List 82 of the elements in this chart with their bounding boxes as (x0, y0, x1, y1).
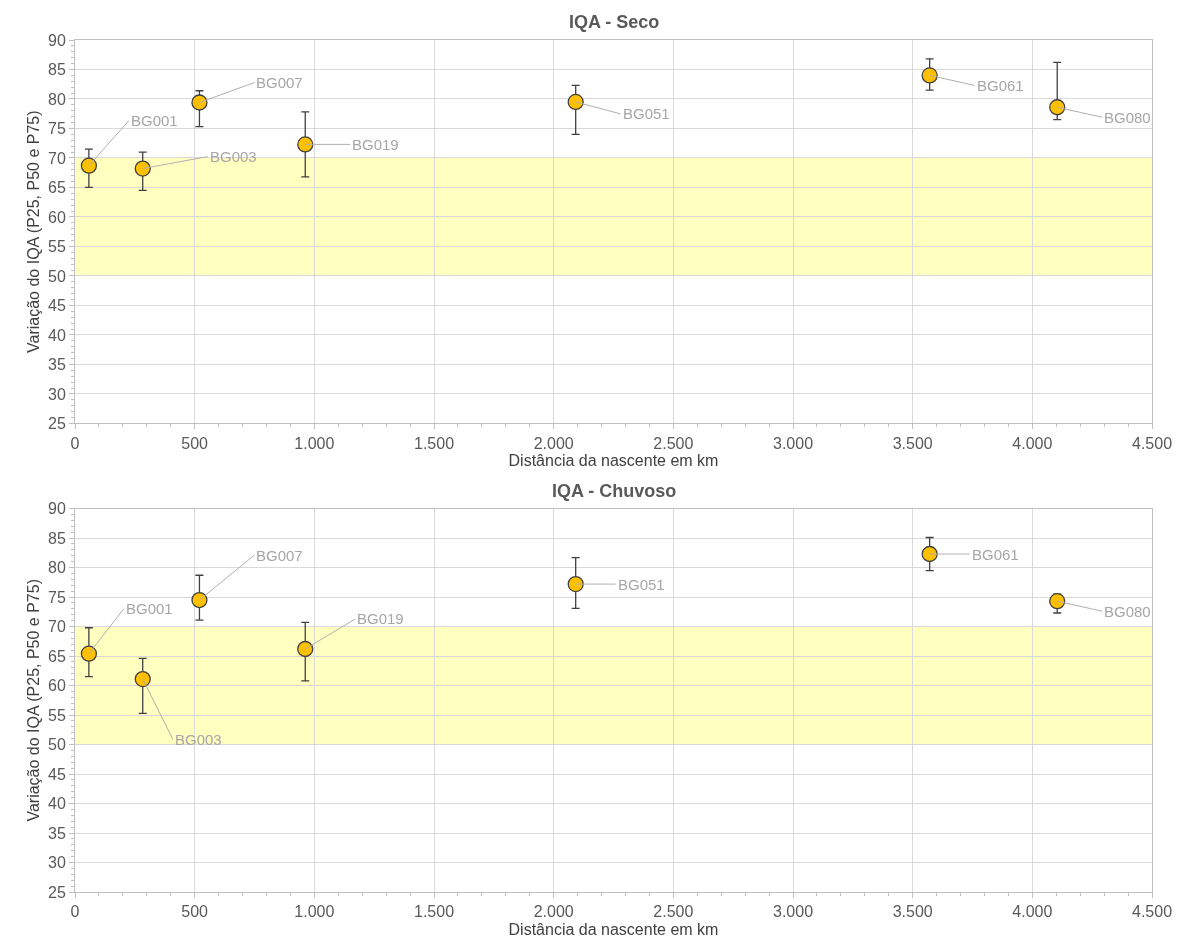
y-tick-label: 85 (48, 61, 66, 79)
point (567, 93, 584, 111)
point (921, 67, 938, 84)
x-tick-label: 2.500 (653, 434, 694, 452)
point (134, 160, 151, 177)
y-tick-label: 55 (48, 706, 66, 724)
annotation: BG061 (972, 546, 1019, 563)
annotation: BG051 (623, 105, 670, 122)
y-tick-label: 80 (48, 90, 66, 108)
y-tick-label: 40 (48, 795, 66, 813)
y-tick-label: 30 (48, 854, 66, 872)
y-tick-label: 65 (48, 647, 66, 665)
x-tick-label: 4.500 (1131, 434, 1173, 452)
point (134, 670, 151, 688)
annotation: BG051 (618, 576, 665, 593)
x-tick-label: 3.000 (772, 434, 814, 452)
x-tick-label: 4.000 (1012, 903, 1053, 921)
x-tick-label: 3.500 (892, 903, 933, 921)
y-tick-label: 30 (48, 385, 66, 403)
point (567, 575, 584, 593)
x-tick-label: 1.000 (294, 434, 335, 452)
point (80, 645, 98, 662)
y-tick-label: 25 (48, 883, 66, 901)
x-tick-label: 1.500 (413, 903, 455, 921)
x-tick-label: 1.500 (413, 434, 455, 452)
x-tick-label: 3.500 (892, 434, 933, 452)
y-tick-label: 90 (48, 500, 66, 518)
point (80, 157, 98, 174)
x-tick-label: 4.500 (1131, 903, 1173, 921)
y-tick-label: 60 (48, 208, 66, 226)
x-tick-label: 1.000 (294, 903, 335, 921)
annotation: BG080 (1104, 603, 1151, 620)
annotation: BG003 (175, 731, 222, 748)
annotation: BG019 (357, 610, 404, 627)
point (191, 591, 208, 609)
y-tick-label: 35 (48, 356, 66, 374)
x-tick-label: 0 (70, 903, 80, 921)
annotation: BG003 (210, 148, 257, 165)
y-tick-label: 25 (48, 415, 66, 432)
y-tick-label: 55 (48, 238, 66, 256)
point (921, 545, 938, 563)
y-tick-label: 70 (48, 618, 66, 636)
y-tick-label: 75 (48, 588, 66, 606)
y-tick-label: 40 (48, 326, 66, 344)
y-tick-label: 85 (48, 529, 66, 547)
y-tick-label: 50 (48, 267, 66, 285)
x-axis-title: Distância da nascente em km (508, 452, 719, 470)
point (1049, 99, 1066, 116)
annotation: BG019 (352, 136, 399, 153)
x-tick-label: 500 (181, 434, 209, 452)
point (297, 136, 314, 153)
x-tick-label: 2.000 (533, 903, 574, 921)
y-tick-label: 45 (48, 297, 66, 315)
annotation: BG080 (1104, 109, 1151, 126)
x-tick-label: 0 (70, 434, 80, 452)
annotation: BG001 (126, 600, 173, 617)
y-tick-label: 45 (48, 765, 66, 783)
y-tick-label: 70 (48, 149, 66, 167)
y-tick-label: 75 (48, 120, 66, 138)
annotation: BG007 (256, 547, 303, 564)
point (191, 94, 208, 111)
y-tick-label: 80 (48, 559, 66, 577)
y-tick-label: 65 (48, 179, 66, 197)
point (1049, 593, 1066, 610)
x-tick-label: 500 (181, 903, 209, 921)
y-tick-label: 90 (48, 31, 66, 49)
point (297, 640, 314, 658)
x-tick-label: 4.000 (1012, 434, 1053, 452)
y-axis-title: Variação do IQA (P25, P50 e P75) (24, 110, 42, 353)
annotation: BG007 (256, 74, 303, 91)
annotation: BG001 (131, 112, 178, 129)
y-tick-label: 60 (48, 677, 66, 695)
chart-title: IQA - Seco (569, 12, 660, 32)
y-tick-label: 50 (48, 736, 66, 754)
x-tick-label: 2.500 (653, 903, 694, 921)
y-tick-label: 35 (48, 824, 66, 842)
chart-title: IQA - Chuvoso (552, 481, 677, 501)
x-axis-title: Distância da nascente em km (508, 920, 719, 938)
y-axis-title: Variação do IQA (P25, P50 e P75) (24, 579, 42, 822)
x-tick-label: 3.000 (772, 903, 814, 921)
annotation: BG061 (977, 77, 1024, 94)
x-tick-label: 2.000 (533, 434, 574, 452)
